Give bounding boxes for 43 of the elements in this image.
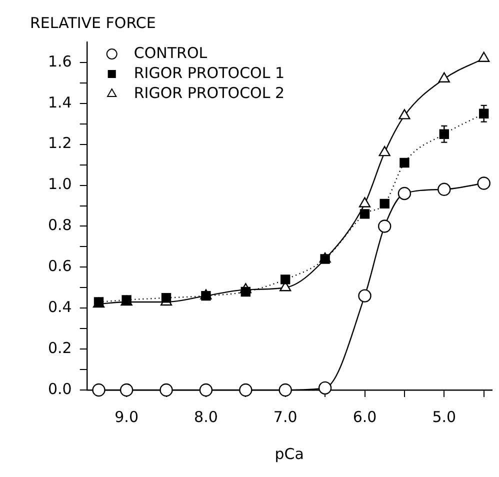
point — [398, 186, 412, 200]
point — [280, 274, 290, 284]
point — [360, 209, 370, 219]
point — [398, 109, 410, 120]
y-tick-label: 0.6 — [48, 257, 72, 276]
point — [239, 383, 252, 397]
point — [160, 383, 173, 397]
point — [278, 383, 292, 397]
point — [477, 176, 490, 190]
point — [240, 286, 250, 297]
y-tick-label: 1.2 — [48, 134, 72, 152]
x-tick-label: 9.0 — [114, 408, 138, 426]
point — [400, 158, 410, 168]
legend-label: RIGOR PROTOCOL 2 — [134, 84, 285, 102]
point — [318, 381, 332, 395]
y-tick-label: 0.0 — [48, 380, 72, 398]
point — [358, 197, 371, 208]
point — [358, 289, 372, 302]
legend-label: RIGOR PROTOCOL 1 — [134, 64, 285, 82]
point — [120, 383, 134, 397]
point — [199, 383, 213, 397]
x-tick-label: 7.0 — [273, 408, 298, 426]
point — [380, 198, 390, 209]
point — [478, 52, 490, 62]
x-tick-label: 8.0 — [194, 408, 218, 426]
x-tick-label: 6.0 — [352, 408, 377, 426]
point — [378, 220, 392, 233]
point — [438, 72, 450, 82]
point — [438, 182, 451, 196]
point — [378, 146, 390, 156]
y-tick-label: 0.4 — [48, 298, 72, 316]
y-tick-label: 1.0 — [48, 175, 72, 194]
point — [92, 383, 106, 397]
legend-label: CONTROL — [134, 44, 208, 62]
x-tick-label: 5.0 — [432, 408, 456, 426]
y-tick-label: 1.6 — [48, 52, 72, 70]
point — [320, 254, 330, 264]
y-tick-label: 0.2 — [48, 338, 72, 357]
point — [161, 293, 172, 303]
y-axis-title: RELATIVE FORCE — [30, 14, 156, 32]
y-tick-label: 0.8 — [48, 216, 72, 234]
y-tick-label: 1.4 — [48, 93, 72, 112]
x-axis-title: pCa — [274, 444, 304, 463]
